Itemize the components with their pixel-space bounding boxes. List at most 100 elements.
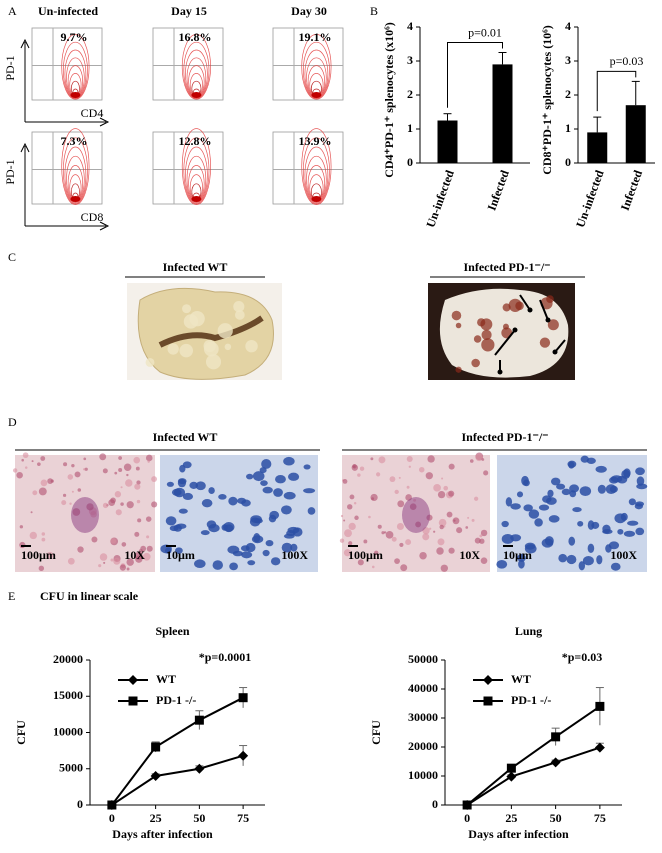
tissue-dot [37, 462, 41, 466]
tissue-dot [121, 542, 127, 547]
tissue-dot [443, 485, 449, 491]
tissue-dot [419, 551, 427, 560]
hemorrhage [539, 337, 551, 348]
tissue-dot [383, 531, 387, 534]
tissue-dot [347, 504, 353, 510]
contour [181, 128, 211, 205]
contour [185, 146, 208, 204]
tissue-dot [151, 476, 157, 482]
contour [181, 34, 211, 100]
magnification-label: 10X [124, 548, 145, 562]
nucleus [241, 551, 253, 559]
nucleus [610, 475, 623, 483]
legend-label: PD-1 -/- [156, 693, 196, 707]
tissue-dot [31, 460, 34, 463]
contour [301, 128, 332, 205]
nucleus [265, 539, 274, 547]
y-tick-label: 10000 [408, 768, 438, 782]
tissue-dot [394, 489, 399, 495]
scale-label: 10µm [166, 548, 195, 562]
nucleus [221, 524, 228, 531]
nucleus [523, 504, 533, 512]
tissue-dot [110, 538, 117, 544]
tissue-dot [40, 479, 48, 487]
group-label: Infected PD-1⁻/⁻ [462, 430, 549, 444]
tissue-dot [436, 547, 444, 555]
tissue-dot [125, 479, 133, 487]
marker [194, 763, 205, 774]
contour [302, 41, 330, 99]
panel-label: B [370, 4, 378, 18]
nucleus [179, 464, 186, 473]
airway [402, 497, 430, 533]
column-header: Day 15 [171, 4, 207, 18]
nucleus [200, 530, 210, 536]
arrow [554, 339, 566, 353]
tissue-dot [84, 467, 88, 471]
tissue-dot [446, 511, 453, 518]
x-axis-label: Days after infection [112, 827, 213, 841]
tissue-dot [135, 466, 140, 471]
nucleus [281, 542, 293, 553]
annotation: *p=0.0001 [199, 650, 252, 664]
significance-bracket [447, 42, 503, 108]
y-axis-label: CFU [14, 720, 28, 745]
nucleus [273, 488, 283, 497]
nucleus [247, 560, 256, 566]
nucleus [548, 515, 560, 523]
marker [595, 701, 605, 711]
tissue-dot [389, 476, 396, 483]
nucleus [283, 456, 295, 466]
marker [194, 715, 204, 725]
nucleus [620, 512, 628, 521]
arrow [539, 299, 549, 321]
hemorrhage [473, 335, 482, 343]
y-tick-label: 0 [77, 797, 83, 811]
tissue-dot [114, 471, 118, 475]
gate-percent: 19.1% [299, 30, 332, 44]
y-axis-label: CD4⁺PD-1⁺ splenocytes (x10⁶) [382, 22, 396, 178]
tissue-dot [115, 509, 122, 516]
tissue-dot [146, 545, 153, 552]
nucleus [169, 525, 179, 532]
nucleus [558, 553, 568, 563]
tissue-dot [136, 499, 141, 504]
series-line [111, 754, 244, 806]
bar [587, 132, 608, 163]
column-header: Un-infected [38, 4, 98, 18]
y-tick-label: 2 [565, 87, 571, 101]
tissue-dot [405, 539, 412, 546]
nucleus [595, 465, 607, 473]
contour [183, 41, 210, 99]
hemorrhage [508, 298, 522, 312]
tissue-dot [98, 564, 102, 568]
nucleus [556, 483, 566, 490]
hemorrhage [471, 358, 480, 368]
marker [150, 771, 161, 781]
y-tick-label: 15000 [53, 688, 83, 702]
tissue-dot [134, 531, 140, 537]
arrow [519, 294, 531, 311]
nucleus [538, 504, 550, 511]
lesion [182, 304, 192, 314]
tissue-dot [467, 516, 470, 519]
nucleus [253, 532, 261, 543]
contour [64, 146, 87, 204]
legend-label: WT [156, 672, 176, 686]
nucleus [569, 484, 580, 493]
nucleus [621, 469, 631, 480]
tissue-dot [376, 472, 381, 477]
tissue-dot [363, 539, 368, 544]
nucleus [229, 562, 238, 571]
tissue-dot [146, 535, 150, 539]
tissue-dot [399, 542, 404, 547]
nucleus [290, 543, 298, 552]
y-tick-label: 20000 [408, 739, 438, 753]
marker [594, 742, 605, 753]
nucleus [596, 555, 603, 565]
nucleus [303, 488, 316, 494]
nucleus [627, 520, 639, 526]
nucleus [270, 557, 281, 566]
lesion [167, 343, 179, 355]
lesion [245, 339, 258, 353]
